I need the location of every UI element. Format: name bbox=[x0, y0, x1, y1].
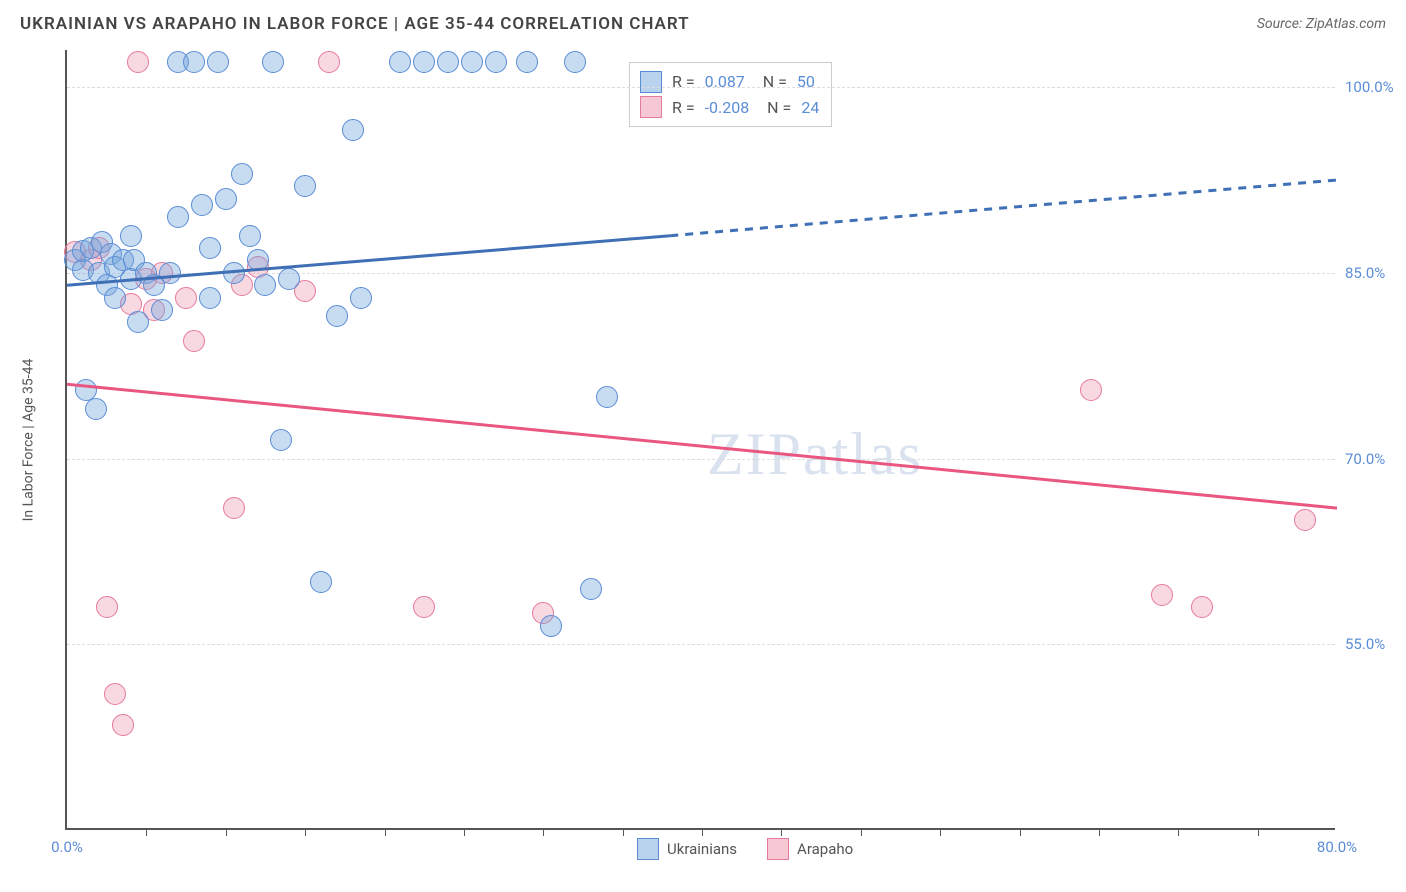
data-point bbox=[1080, 379, 1102, 401]
x-tick bbox=[385, 828, 386, 836]
data-point bbox=[437, 51, 459, 73]
x-tick bbox=[226, 828, 227, 836]
data-point bbox=[104, 683, 126, 705]
legend-swatch-blue bbox=[637, 838, 659, 860]
data-point bbox=[278, 268, 300, 290]
legend-swatch-pink bbox=[640, 96, 662, 118]
data-point bbox=[310, 571, 332, 593]
data-point bbox=[183, 330, 205, 352]
data-point bbox=[247, 249, 269, 271]
data-point bbox=[127, 311, 149, 333]
data-point bbox=[1191, 596, 1213, 618]
x-tick bbox=[781, 828, 782, 836]
legend-label-ukrainians: Ukrainians bbox=[667, 840, 737, 858]
data-point bbox=[389, 51, 411, 73]
x-tick bbox=[940, 828, 941, 836]
data-point bbox=[270, 429, 292, 451]
data-point bbox=[540, 615, 562, 637]
data-point bbox=[239, 225, 261, 247]
data-point bbox=[342, 119, 364, 141]
data-point bbox=[413, 596, 435, 618]
data-point bbox=[1294, 509, 1316, 531]
x-axis-label: 0.0% bbox=[51, 838, 83, 856]
data-point bbox=[231, 163, 253, 185]
gridline bbox=[67, 87, 1335, 88]
data-point bbox=[1151, 584, 1173, 606]
data-point bbox=[223, 497, 245, 519]
x-tick bbox=[543, 828, 544, 836]
data-point bbox=[254, 274, 276, 296]
legend-r-value-pink: -0.208 bbox=[705, 95, 750, 121]
data-point bbox=[223, 262, 245, 284]
data-point bbox=[191, 194, 213, 216]
x-tick bbox=[305, 828, 306, 836]
trend-lines bbox=[67, 50, 1337, 830]
gridline bbox=[67, 644, 1335, 645]
legend-r-label: R = bbox=[672, 95, 695, 121]
data-point bbox=[159, 262, 181, 284]
x-tick bbox=[1020, 828, 1021, 836]
data-point bbox=[199, 237, 221, 259]
x-tick bbox=[861, 828, 862, 836]
watermark: ZIPatlas bbox=[707, 420, 923, 489]
x-tick bbox=[146, 828, 147, 836]
legend-n-value-pink: 24 bbox=[801, 95, 819, 121]
legend-label-arapaho: Arapaho bbox=[797, 840, 853, 858]
data-point bbox=[485, 51, 507, 73]
chart-container: In Labor Force | Age 35-44 ZIPatlas R = … bbox=[40, 50, 1380, 830]
data-point bbox=[167, 206, 189, 228]
data-point bbox=[207, 51, 229, 73]
legend-correlation: R = 0.087 N = 50 R = -0.208 N = 24 bbox=[629, 62, 832, 127]
data-point bbox=[350, 287, 372, 309]
legend-r-label: R = bbox=[672, 69, 695, 95]
data-point bbox=[294, 175, 316, 197]
x-axis-label: 80.0% bbox=[1317, 838, 1357, 856]
x-tick bbox=[1258, 828, 1259, 836]
data-point bbox=[175, 287, 197, 309]
legend-swatch-blue bbox=[640, 71, 662, 93]
y-tick-label: 70.0% bbox=[1345, 450, 1405, 468]
y-axis-label: In Labor Force | Age 35-44 bbox=[20, 359, 36, 522]
plot-area: ZIPatlas R = 0.087 N = 50 R = -0.208 N =… bbox=[65, 50, 1335, 830]
x-tick bbox=[1099, 828, 1100, 836]
data-point bbox=[580, 578, 602, 600]
gridline bbox=[67, 459, 1335, 460]
data-point bbox=[516, 51, 538, 73]
y-tick-label: 55.0% bbox=[1345, 635, 1405, 653]
data-point bbox=[262, 51, 284, 73]
data-point bbox=[85, 398, 107, 420]
data-point bbox=[104, 287, 126, 309]
data-point bbox=[151, 299, 173, 321]
data-point bbox=[127, 51, 149, 73]
y-tick-label: 100.0% bbox=[1345, 78, 1405, 96]
data-point bbox=[596, 386, 618, 408]
data-point bbox=[120, 225, 142, 247]
data-point bbox=[461, 51, 483, 73]
legend-n-label: N = bbox=[759, 95, 791, 121]
data-point bbox=[326, 305, 348, 327]
x-tick bbox=[623, 828, 624, 836]
data-point bbox=[183, 51, 205, 73]
legend-r-value-blue: 0.087 bbox=[705, 69, 745, 95]
x-tick bbox=[464, 828, 465, 836]
y-tick-label: 85.0% bbox=[1345, 264, 1405, 282]
x-tick bbox=[702, 828, 703, 836]
legend-n-label: N = bbox=[755, 69, 787, 95]
data-point bbox=[413, 51, 435, 73]
chart-title: UKRAINIAN VS ARAPAHO IN LABOR FORCE | AG… bbox=[20, 14, 690, 34]
chart-source: Source: ZipAtlas.com bbox=[1257, 16, 1386, 32]
legend-series: Ukrainians Arapaho bbox=[637, 838, 853, 860]
legend-n-value-blue: 50 bbox=[797, 69, 815, 95]
x-tick bbox=[1178, 828, 1179, 836]
legend-swatch-pink bbox=[767, 838, 789, 860]
data-point bbox=[318, 51, 340, 73]
data-point bbox=[564, 51, 586, 73]
data-point bbox=[215, 188, 237, 210]
data-point bbox=[199, 287, 221, 309]
data-point bbox=[96, 596, 118, 618]
data-point bbox=[112, 714, 134, 736]
